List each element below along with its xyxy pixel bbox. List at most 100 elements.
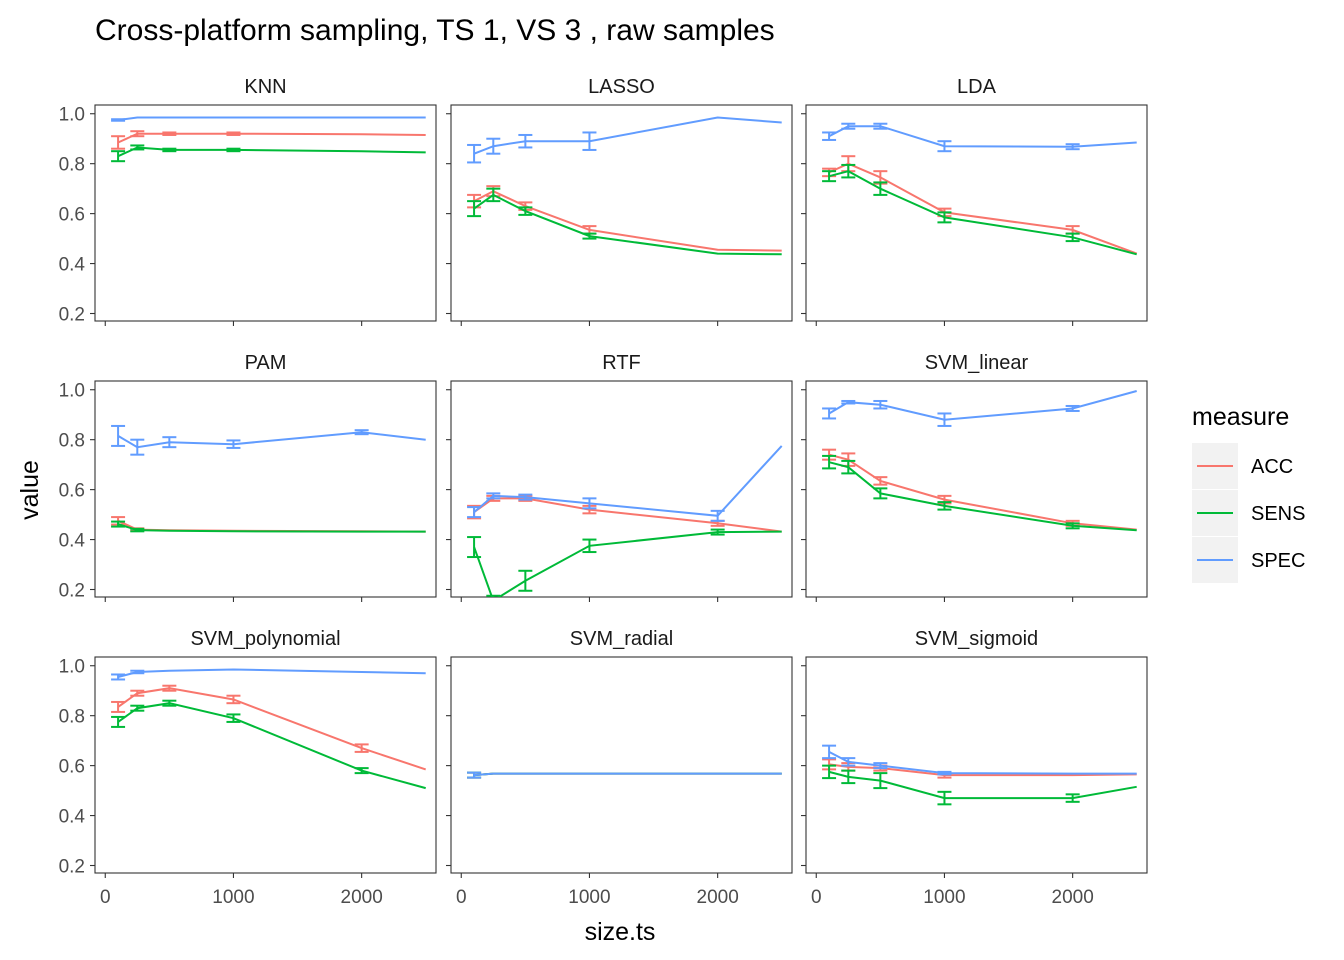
series-line-sens [828, 770, 1137, 800]
error-bar-sens [822, 454, 837, 470]
error-bar-spec [467, 506, 482, 519]
y-axis-title: value [16, 460, 44, 520]
error-bar-spec [1065, 143, 1080, 151]
series-line-spec [474, 772, 782, 777]
error-bar-sens [582, 232, 597, 240]
error-bar-spec [937, 412, 952, 427]
y-tick-label: 1.0 [59, 657, 85, 678]
error-bar-spec [582, 131, 597, 151]
y-tick-label: 0.6 [59, 757, 85, 778]
error-bar-acc [354, 743, 369, 753]
error-bar-spec [111, 424, 126, 447]
panel-border [450, 656, 793, 874]
error-bar-sens [226, 147, 241, 153]
error-bar-sens [130, 144, 145, 151]
series-line-sens [828, 461, 1137, 532]
error-bar-sens [582, 538, 597, 554]
error-bar-sens [111, 715, 126, 728]
error-bar-acc [873, 476, 888, 486]
panel-data [467, 445, 783, 597]
y-tick-label: 1.0 [59, 105, 85, 126]
error-bar-sens [486, 187, 501, 203]
error-bar-spec [486, 492, 501, 500]
error-bar-sens [873, 772, 888, 790]
x-tick-label: 2000 [697, 887, 739, 908]
error-bar-spec [162, 436, 177, 449]
panel-title-svm-sigmoid: SVM_sigmoid [915, 628, 1038, 650]
x-tick-label: 2000 [1052, 887, 1094, 908]
error-bar-spec [937, 140, 952, 153]
error-bar-sens [111, 150, 126, 163]
panel-lasso: LASSO [446, 76, 793, 326]
error-bar-acc [226, 131, 241, 136]
error-bar-spec [486, 137, 501, 155]
y-tick-label: 0.6 [59, 205, 85, 226]
error-bar-spec [1065, 404, 1080, 412]
error-bar-spec [130, 669, 145, 675]
error-bar-spec [841, 757, 856, 767]
error-bar-sens [822, 170, 837, 183]
error-bar-acc [111, 700, 126, 713]
error-bar-sens [1065, 232, 1080, 243]
error-bar-spec [822, 744, 837, 760]
series-line-acc [473, 190, 782, 252]
error-bar-acc [130, 689, 145, 697]
panel-knn: KNN 0.2 0.4 0.6 0.8 1.0 [59, 76, 437, 326]
panel-title-svm-radial: SVM_radial [570, 628, 673, 650]
x-tick-label: 1000 [212, 887, 254, 908]
panel-rtf: RTF [446, 352, 793, 602]
series-line-spec [117, 116, 426, 121]
error-bar-sens [937, 211, 952, 224]
error-bar-sens [1065, 522, 1080, 530]
error-bar-sens [354, 767, 369, 775]
panel-data [467, 771, 782, 779]
error-bar-spec [937, 770, 952, 776]
panel-lda: LDA [801, 76, 1148, 326]
error-bar-sens [162, 699, 177, 707]
panel-border [450, 380, 793, 598]
x-axis-title: size.ts [585, 918, 656, 946]
error-bar-spec [841, 399, 856, 405]
series-line-sens [473, 530, 782, 597]
y-tick-label: 0.8 [59, 707, 85, 728]
panel-data [111, 424, 426, 533]
panel-title-lda: LDA [957, 76, 997, 98]
legend: measure ACC SENS SPEC [1192, 403, 1305, 583]
series-line-spec [828, 390, 1137, 421]
error-bar-spec [130, 438, 145, 456]
error-bar-spec [226, 439, 241, 449]
y-tick-label: 0.8 [59, 431, 85, 452]
series-line-spec [117, 431, 426, 449]
error-bar-spec [822, 131, 837, 141]
panel-border [805, 104, 1148, 322]
panel-border [805, 656, 1148, 874]
panel-svm-sigmoid: SVM_sigmoid 0 1000 2000 [801, 628, 1148, 908]
panel-title-knn: KNN [244, 76, 286, 98]
error-bar-sens [841, 459, 856, 475]
error-bar-sens [486, 594, 501, 597]
panel-data [111, 116, 426, 163]
error-bar-spec [467, 771, 482, 779]
panel-svm-radial: SVM_radial 0 1000 2000 [446, 628, 793, 908]
legend-item-sens: SENS [1192, 490, 1305, 536]
error-bar-spec [710, 509, 725, 522]
panel-border [805, 380, 1148, 598]
series-line-acc [117, 132, 426, 144]
error-bar-spec [822, 407, 837, 420]
error-bar-sens [822, 764, 837, 780]
series-line-spec [117, 668, 426, 678]
error-bar-spec [467, 143, 482, 164]
error-bar-sens [873, 181, 888, 196]
series-line-acc [473, 497, 782, 533]
panel-title-svm-polynomial: SVM_polynomial [190, 628, 340, 650]
x-tick-label: 1000 [923, 887, 965, 908]
y-tick-label: 0.4 [59, 807, 86, 828]
x-tick-label: 0 [456, 887, 467, 908]
panel-border [94, 104, 437, 322]
panel-svm-linear: SVM_linear [801, 352, 1148, 602]
panel-title-lasso: LASSO [588, 76, 655, 98]
panel-data [822, 122, 1138, 256]
error-bar-sens [467, 200, 482, 218]
y-tick-label: 0.2 [59, 857, 85, 878]
error-bar-spec [354, 429, 369, 436]
